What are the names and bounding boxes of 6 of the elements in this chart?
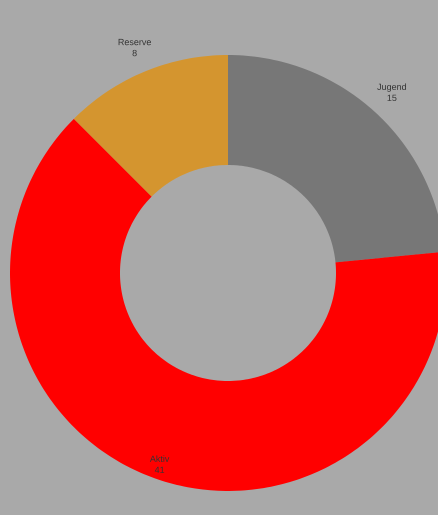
data-label: 8 [132, 50, 137, 56]
slice-label: Reserve [118, 38, 151, 46]
slice-label: Aktiv [150, 455, 170, 462]
data-label: 15 [388, 94, 396, 102]
slice-label: Jugend [377, 83, 406, 92]
data-label: 41 [154, 466, 164, 473]
